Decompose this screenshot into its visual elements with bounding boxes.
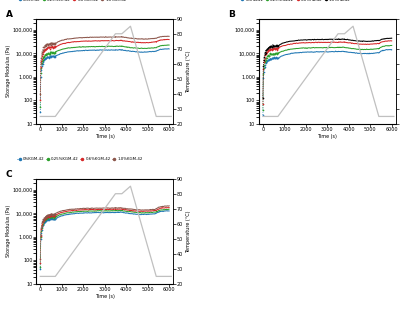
Legend: 0%xC-42, 0.25%xC-42, 0.6%xC-42, 1.0%xC-42: 0%xC-42, 0.25%xC-42, 0.6%xC-42, 1.0%xC-4… (17, 0, 127, 2)
Legend: 0%HA-42, 0.25%HA-42, 0.6%HA-42, 1.0%HA-42: 0%HA-42, 0.25%HA-42, 0.6%HA-42, 1.0%HA-4… (240, 0, 351, 2)
Text: B: B (228, 10, 235, 19)
Y-axis label: Temperature (°C): Temperature (°C) (186, 50, 191, 93)
Y-axis label: Storage Modulus (Pa): Storage Modulus (Pa) (6, 205, 11, 257)
Text: A: A (6, 10, 13, 19)
X-axis label: Time (s): Time (s) (95, 294, 115, 299)
Y-axis label: Storage Modulus (Pa): Storage Modulus (Pa) (6, 45, 11, 97)
Legend: 0%KGM-42, 0.25%KGM-42, 0.6%KGM-42, 1.0%KGM-42: 0%KGM-42, 0.25%KGM-42, 0.6%KGM-42, 1.0%K… (17, 158, 143, 162)
X-axis label: Time (s): Time (s) (317, 134, 337, 139)
X-axis label: Time (s): Time (s) (95, 134, 115, 139)
Text: C: C (6, 170, 12, 179)
Y-axis label: Temperature (°C): Temperature (°C) (186, 210, 191, 252)
